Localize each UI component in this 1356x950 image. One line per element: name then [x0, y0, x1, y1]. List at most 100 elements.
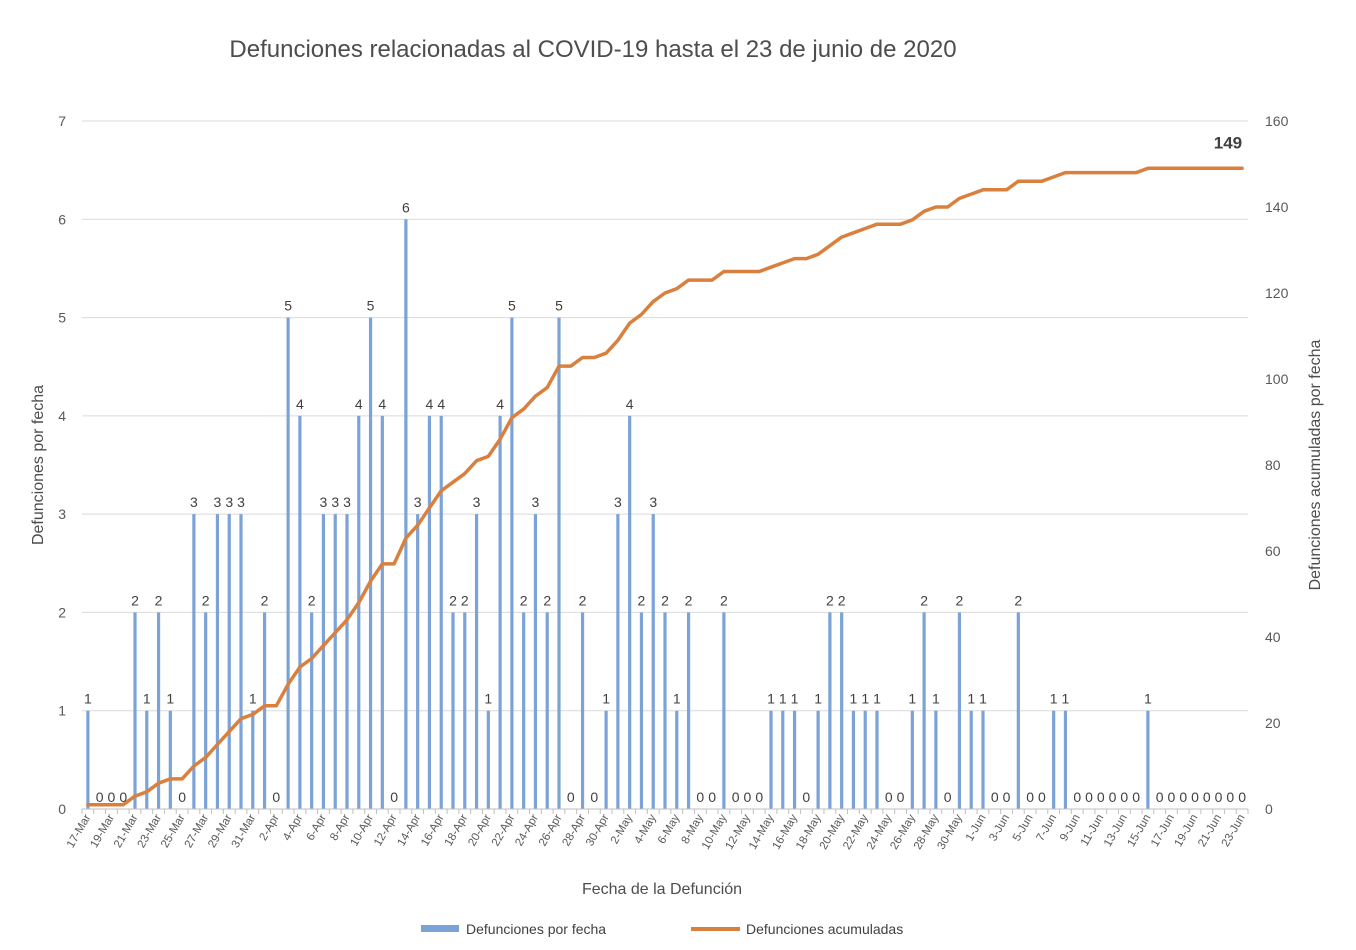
x-tick-label: 4-Apr	[281, 812, 306, 843]
bar	[498, 415, 502, 809]
y-axis-left: 0 1 2 3 4 5 6 7	[58, 113, 66, 817]
legend-label-line: Defunciones acumuladas	[746, 921, 903, 937]
bar	[616, 514, 620, 809]
bar	[604, 710, 608, 809]
bar	[922, 612, 926, 809]
bar-data-label: 5	[284, 298, 292, 314]
y-tick-label: 5	[58, 310, 66, 326]
bar-data-label: 2	[720, 592, 728, 608]
bar-data-label: 0	[1203, 789, 1211, 805]
bar-data-label: 1	[873, 691, 881, 707]
bar-data-label: 0	[108, 789, 116, 805]
x-tick-label: 7-Jun	[1034, 813, 1059, 844]
bar-data-label: 2	[579, 592, 587, 608]
bar-data-label: 0	[1026, 789, 1034, 805]
bar-data-label: 0	[119, 789, 127, 805]
x-axis: 17-Mar19-Mar21-Mar23-Mar25-Mar27-Mar29-M…	[65, 808, 1249, 852]
bar-data-label: 1	[1144, 691, 1152, 707]
bar-data-label: 5	[508, 298, 516, 314]
bar	[675, 710, 679, 809]
bar	[416, 514, 420, 809]
x-tick-label: 5-Jun	[1011, 813, 1036, 844]
bar	[510, 317, 514, 809]
bar	[156, 612, 161, 809]
bar	[404, 219, 408, 810]
bar-data-label: 4	[437, 396, 445, 412]
bar-data-label: 0	[991, 789, 999, 805]
bar	[215, 514, 220, 809]
cumulative-line	[86, 166, 1244, 807]
bar	[439, 415, 443, 809]
bar	[840, 612, 844, 809]
bar	[321, 514, 326, 809]
x-tick-label: 30-Apr	[584, 812, 612, 848]
bar-data-label: 4	[626, 396, 634, 412]
bar	[851, 710, 856, 809]
y-tick-label: 0	[58, 801, 66, 817]
bar-data-label: 2	[449, 592, 457, 608]
bar-data-label: 0	[1215, 789, 1223, 805]
bar	[1146, 710, 1150, 809]
bar-data-label: 3	[414, 494, 422, 510]
bar-data-label: 5	[555, 298, 563, 314]
bar-data-label: 4	[496, 396, 504, 412]
bar	[474, 514, 479, 809]
bar-data-label: 1	[767, 691, 775, 707]
legend-swatch-bars	[421, 925, 459, 932]
bar-data-label: 3	[532, 494, 540, 510]
bar-data-label: 1	[908, 691, 916, 707]
bar-data-label: 2	[956, 592, 964, 608]
bar-data-label: 0	[1097, 789, 1105, 805]
bar	[1052, 710, 1056, 809]
bar	[722, 612, 726, 809]
x-tick-label: 4-May	[632, 812, 658, 846]
bar-data-label: 0	[590, 789, 598, 805]
bar-data-label: 0	[1120, 789, 1128, 805]
bar-data-label: 1	[143, 691, 151, 707]
bar-data-label: 0	[885, 789, 893, 805]
bar-data-label: 2	[202, 592, 210, 608]
bar-data-label: 4	[378, 396, 386, 412]
y2-tick-label: 140	[1265, 199, 1289, 215]
bar-data-label: 0	[1168, 789, 1176, 805]
legend: Defunciones por fecha Defunciones acumul…	[421, 921, 903, 937]
y-axis-title: Defunciones por fecha	[30, 385, 47, 545]
bar	[934, 710, 938, 809]
bar	[910, 710, 914, 809]
bar	[533, 514, 538, 809]
y2-tick-label: 100	[1265, 371, 1289, 387]
bar-data-label: 3	[343, 494, 351, 510]
bar-data-label: 0	[897, 789, 905, 805]
bar-data-label: 0	[390, 789, 398, 805]
bar-data-label: 1	[249, 691, 257, 707]
bar-data-label: 1	[814, 691, 822, 707]
x-tick-label: 8-Apr	[328, 812, 353, 843]
bar-data-label: 3	[190, 494, 198, 510]
bar-data-label: 0	[1109, 789, 1117, 805]
bar	[557, 317, 561, 809]
y-tick-label: 1	[58, 703, 66, 719]
bar-data-label: 0	[1191, 789, 1199, 805]
y2-tick-label: 60	[1265, 543, 1281, 559]
bar-data-label: 2	[520, 592, 528, 608]
bar-data-label: 0	[178, 789, 186, 805]
bar	[522, 612, 526, 809]
line-series	[86, 166, 1244, 807]
x-tick-label: 6-May	[656, 812, 682, 846]
bar	[310, 612, 314, 809]
bar-data-label: 1	[791, 691, 799, 707]
bar	[345, 514, 349, 809]
x-tick-label: 2-May	[609, 812, 635, 846]
bar-data-label: 0	[1179, 789, 1187, 805]
bar	[251, 710, 255, 809]
bar	[1063, 710, 1068, 809]
bar-data-label: 0	[802, 789, 810, 805]
bar-data-label: 0	[567, 789, 575, 805]
bar	[168, 710, 172, 809]
bar	[451, 612, 455, 809]
bar	[145, 710, 149, 809]
y2-tick-label: 20	[1265, 715, 1281, 731]
bar-data-label: 1	[850, 691, 858, 707]
bar-data-label: 0	[732, 789, 740, 805]
